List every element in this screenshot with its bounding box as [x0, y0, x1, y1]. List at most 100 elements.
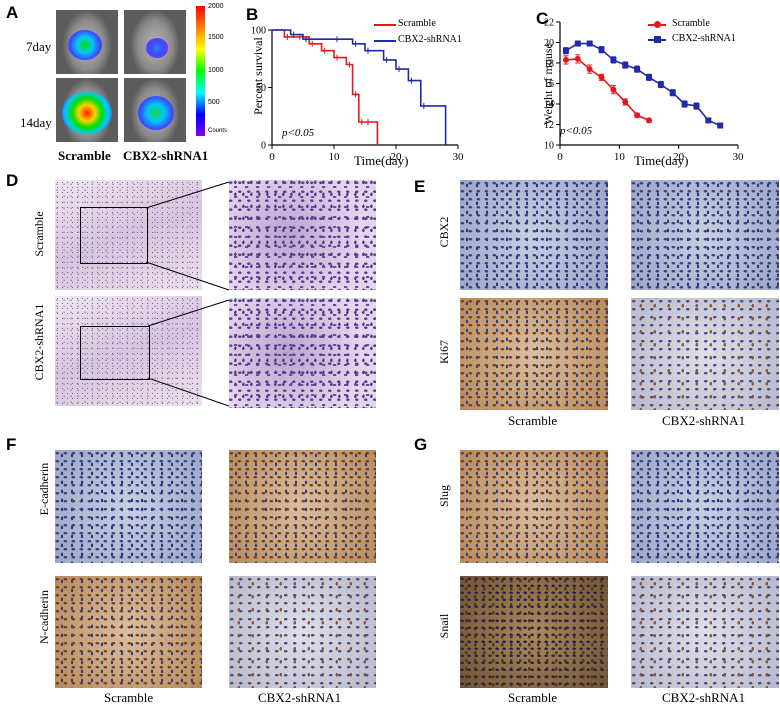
- ihc-snail-scramble: [460, 576, 608, 688]
- mouse-image-shrna-7day: [124, 10, 186, 74]
- col-label-g-shrna: CBX2-shRNA1: [662, 690, 746, 705]
- weight-point-shrna: [586, 40, 593, 47]
- weight-pvalue: p<0.05: [560, 125, 593, 137]
- ihc-cbx2-shrna: [631, 180, 779, 290]
- legend-label-shrna-b: CBX2-shRNA1: [398, 34, 462, 45]
- row-label-ecadherin: E-cadherin: [37, 462, 51, 516]
- colorbar-tick-1500: 1500: [208, 34, 224, 41]
- weight-point-shrna: [657, 81, 664, 88]
- ihc-cbx2-scramble: [460, 180, 608, 290]
- weight-point-shrna: [669, 89, 676, 96]
- weight-point-scramble: [562, 56, 569, 63]
- zoom-box-shrna: [80, 326, 150, 380]
- survival-ytick-label: 100: [251, 26, 266, 37]
- col-label-scramble-a: Scramble: [58, 148, 111, 163]
- colorbar: [196, 6, 205, 136]
- legend-swatch-shrna-b: [374, 40, 396, 42]
- panel-label-e: E: [414, 177, 426, 196]
- row-label-7day: 7day: [26, 39, 52, 54]
- weight-point-shrna: [574, 40, 581, 47]
- colorbar-tick-500: 500: [208, 99, 220, 106]
- survival-series-scramble: [272, 29, 379, 145]
- survival-xtick-label: 20: [391, 151, 403, 163]
- row-label-slug: Slug: [437, 485, 451, 508]
- weight-point-shrna: [705, 117, 712, 124]
- legend-label-shrna-c: CBX2-shRNA1: [672, 33, 736, 44]
- panel-label-d: D: [6, 171, 19, 190]
- weight-point-shrna: [622, 62, 629, 69]
- col-label-e-shrna: CBX2-shRNA1: [662, 413, 746, 428]
- weight-point-shrna: [717, 122, 724, 129]
- weight-ytick-label: 20: [544, 38, 554, 49]
- survival-chart: 0 10 20 30 0 50 100: [251, 26, 465, 164]
- ihc-ecadherin-scramble: [55, 450, 202, 563]
- ihc-ncadherin-scramble: [55, 576, 202, 688]
- zoom-box-scramble: [80, 207, 148, 264]
- weight-point-shrna: [598, 46, 605, 53]
- weight-series-shrna: [565, 42, 721, 127]
- weight-point-shrna: [693, 103, 700, 110]
- weight-xtick-label: 10: [614, 151, 626, 163]
- weight-xtick-label: 0: [557, 151, 563, 163]
- panel-label-f: F: [6, 435, 17, 454]
- ihc-slug-shrna: [631, 450, 779, 563]
- legend-label-scramble-c: Scramble: [672, 18, 710, 29]
- panel-label-b: B: [246, 5, 259, 24]
- weight-ylabel: Weight of mouse: [541, 43, 555, 125]
- survival-series-shrna: [272, 29, 447, 145]
- survival-xlabel: Time(day): [354, 153, 409, 168]
- weight-ytick-label: 12: [544, 120, 554, 131]
- col-label-g-scramble: Scramble: [508, 690, 558, 705]
- weight-point-scramble: [646, 117, 652, 124]
- survival-pvalue: p<0.05: [282, 127, 315, 139]
- he-low-shrna: [55, 296, 202, 406]
- weight-point-shrna: [610, 56, 617, 63]
- row-label-d-scramble: Scramble: [32, 211, 46, 257]
- mouse-image-scramble-7day: [56, 10, 118, 74]
- panel-label-g: G: [414, 435, 428, 454]
- legend-swatch-scramble-b: [374, 24, 396, 26]
- ihc-ki67-scramble: [460, 298, 608, 410]
- row-label-cbx2: CBX2: [437, 216, 451, 248]
- survival-xtick-label: 30: [453, 151, 465, 163]
- weight-point-scramble: [586, 66, 593, 73]
- colorbar-tick-2000: 2000: [208, 3, 224, 10]
- weight-point-scramble: [574, 55, 581, 62]
- weight-point-shrna: [634, 66, 641, 73]
- weight-point-shrna: [646, 74, 652, 81]
- panel-label-c: C: [536, 9, 549, 28]
- weight-point-scramble: [610, 86, 617, 93]
- weight-ytick-label: 16: [544, 79, 554, 90]
- survival-xtick-label: 10: [329, 151, 341, 163]
- row-label-ncadherin: N-cadherin: [37, 590, 51, 644]
- colorbar-tick-1000: 1000: [208, 67, 224, 74]
- survival-ylabel: Percent survival: [251, 37, 265, 115]
- weight-point-scramble: [622, 98, 629, 105]
- weight-point-shrna: [681, 101, 688, 107]
- weight-xlabel: Time(day): [634, 153, 689, 168]
- weight-point-scramble: [598, 74, 605, 81]
- weight-ytick-label: 18: [544, 59, 554, 70]
- ihc-snail-shrna: [631, 576, 779, 688]
- colorbar-tick-counts: Counts: [208, 128, 228, 134]
- legend-marker-scramble-c: [654, 21, 661, 28]
- survival-xtick-label: 0: [269, 151, 275, 163]
- ihc-ecadherin-shrna: [229, 450, 376, 563]
- col-label-f-shrna: CBX2-shRNA1: [258, 690, 342, 705]
- legend-marker-shrna-c: [654, 36, 661, 43]
- weight-ytick-label: 22: [544, 18, 554, 29]
- row-label-snail: Snail: [437, 613, 451, 639]
- panel-label-a: A: [6, 3, 19, 22]
- legend-label-scramble-b: Scramble: [398, 18, 436, 29]
- he-high-scramble: [229, 180, 376, 290]
- ihc-ncadherin-shrna: [229, 576, 376, 688]
- weight-ytick-label: 10: [544, 141, 554, 152]
- col-label-shrna-a: CBX2-shRNA1: [123, 148, 209, 163]
- he-high-shrna: [229, 298, 376, 408]
- survival-ytick-label: 50: [256, 83, 266, 94]
- survival-ytick-label: 0: [261, 141, 266, 152]
- weight-xtick-label: 20: [673, 151, 685, 163]
- row-label-14day: 14day: [20, 115, 52, 130]
- ihc-slug-scramble: [460, 450, 608, 563]
